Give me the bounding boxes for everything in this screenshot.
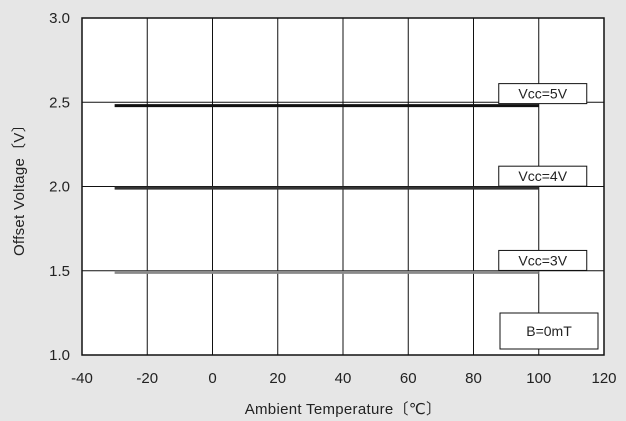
- y-axis-label: Offset Voltage〔V〕: [11, 117, 28, 256]
- y-axis-ticks: 1.0 1.5 2.0 2.5 3.0: [49, 10, 70, 364]
- x-tick-label: -40: [71, 370, 93, 387]
- series-label-box: [498, 83, 588, 105]
- series-label: Vcc=5V: [518, 86, 567, 102]
- grid: [82, 18, 604, 355]
- x-tick-label: 60: [400, 370, 417, 387]
- x-tick-label: 120: [591, 370, 616, 387]
- x-tick-label: 100: [526, 370, 551, 387]
- y-tick-label: 1.0: [49, 347, 70, 364]
- y-tick-label: 2.5: [49, 94, 70, 111]
- annotation-layer: Vcc=5V Vcc=4V Vcc=3V B=0mT: [498, 83, 599, 350]
- condition-label: B=0mT: [526, 323, 572, 339]
- condition-box: [499, 312, 599, 350]
- y-tick-label: 2.0: [49, 179, 70, 196]
- x-tick-label: -20: [136, 370, 158, 387]
- x-axis-ticks: -40 -20 0 20 40 60 80 100 120: [71, 370, 616, 387]
- x-tick-label: 80: [465, 370, 482, 387]
- series-label: Vcc=4V: [518, 168, 567, 184]
- series-label-box: [498, 165, 588, 187]
- x-tick-label: 40: [335, 370, 352, 387]
- y-tick-label: 1.5: [49, 263, 70, 280]
- x-tick-label: 20: [269, 370, 286, 387]
- x-axis-label: Ambient Temperature〔℃〕: [245, 401, 442, 418]
- series-layer: [114, 104, 539, 274]
- x-tick-label: 0: [208, 370, 216, 387]
- series-label: Vcc=3V: [518, 252, 567, 268]
- y-tick-label: 3.0: [49, 10, 70, 27]
- series-label-box: [498, 249, 588, 271]
